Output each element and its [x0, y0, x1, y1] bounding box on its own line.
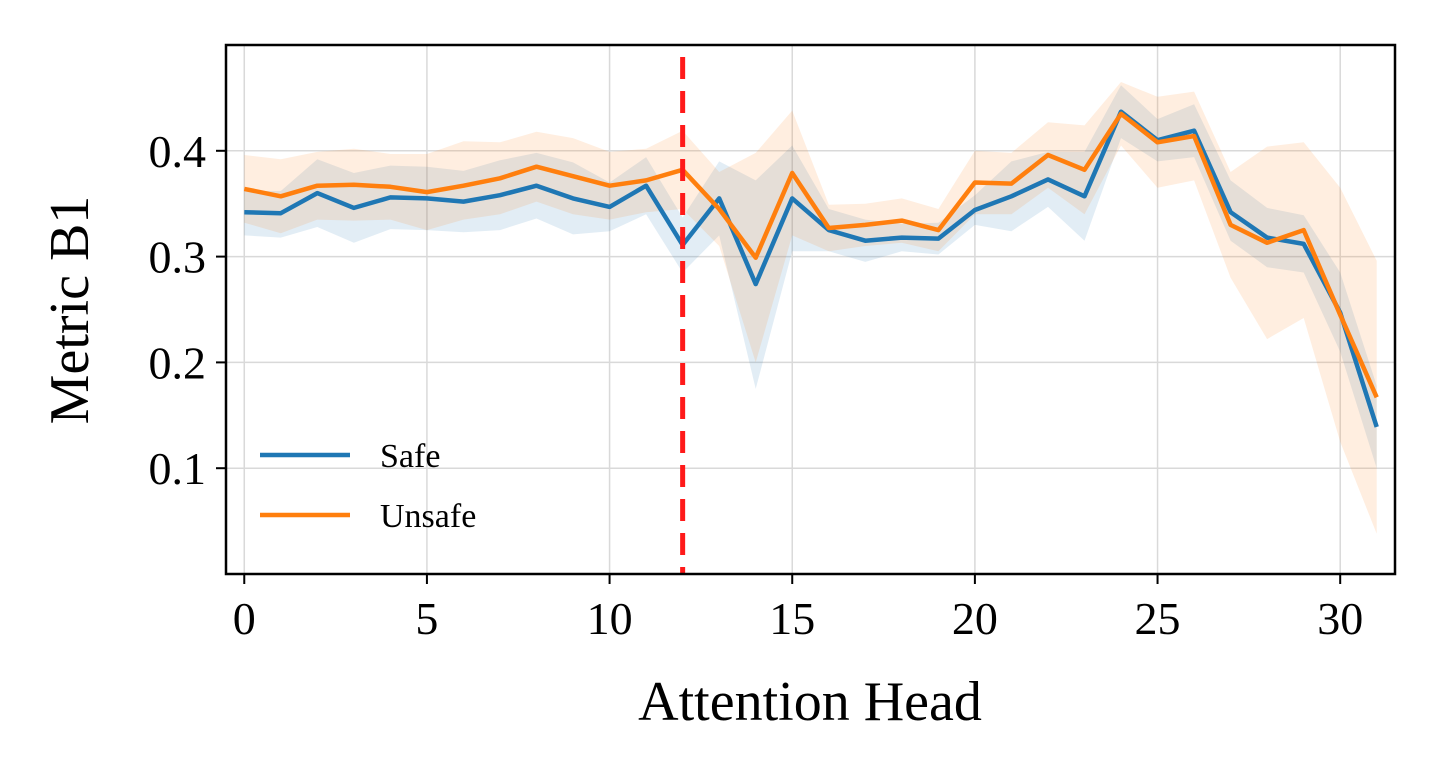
- x-tick-label: 30: [1317, 593, 1363, 644]
- legend: Safe Unsafe: [260, 438, 476, 535]
- band-unsafe: [244, 82, 1377, 534]
- y-tick-label: 0.2: [149, 337, 207, 388]
- x-tick-label: 15: [769, 593, 815, 644]
- x-tick-label: 0: [233, 593, 256, 644]
- band-safe: [244, 85, 1377, 469]
- series-line-safe: [244, 109, 1379, 428]
- x-tick-label: 20: [952, 593, 998, 644]
- legend-label-unsafe: Unsafe: [380, 498, 476, 535]
- confidence-bands: [244, 82, 1377, 534]
- y-tick-label: 0.3: [149, 232, 207, 283]
- grid-layer: [226, 45, 1395, 574]
- x-tick-label: 10: [587, 593, 633, 644]
- x-axis-label: Attention Head: [638, 671, 982, 733]
- y-tick-label: 0.1: [149, 443, 207, 494]
- y-tick-label: 0.4: [149, 126, 207, 177]
- axis-ticks: 0 5 10 15 20 25 30 0.1 0.2 0.3 0.4: [149, 126, 1364, 644]
- x-tick-label: 5: [415, 593, 438, 644]
- y-axis-label: Metric B1: [39, 196, 101, 425]
- series-lines: [243, 109, 1379, 428]
- legend-label-safe: Safe: [380, 438, 440, 475]
- plot-frame: [224, 43, 1397, 576]
- x-tick-label: 25: [1135, 593, 1181, 644]
- series-line-unsafe: [243, 111, 1379, 399]
